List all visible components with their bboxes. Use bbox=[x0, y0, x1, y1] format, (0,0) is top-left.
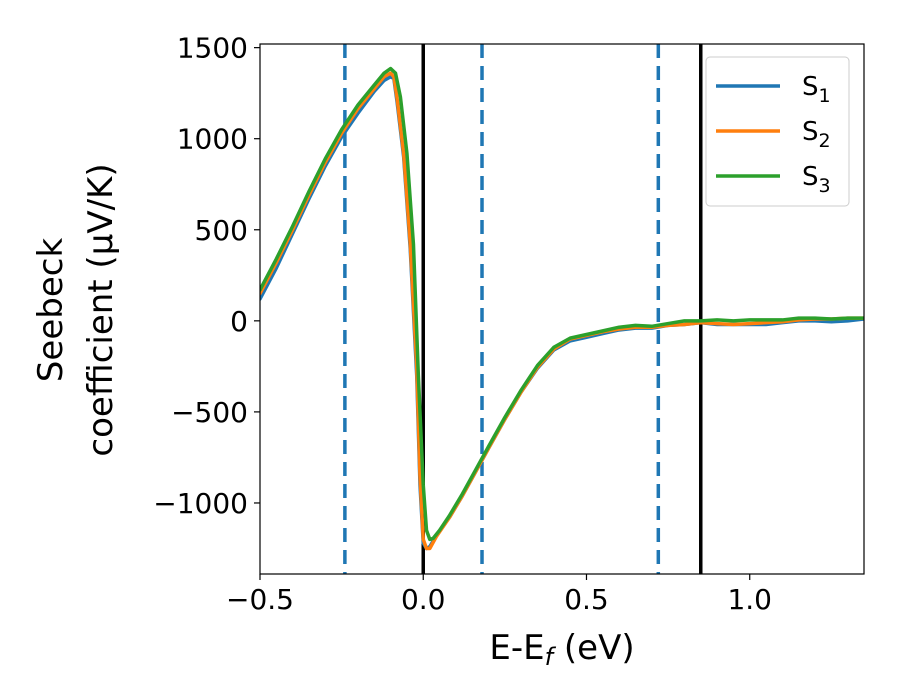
y-tick-label: 1500 bbox=[177, 32, 248, 65]
x-tick-label: −0.5 bbox=[226, 583, 294, 616]
y-tick-label: −1000 bbox=[153, 487, 248, 520]
y-axis-label-line2: coefficient (μV/K) bbox=[81, 163, 121, 456]
series-line-s3 bbox=[260, 66, 864, 542]
x-axis-label: E-Ef (eV) bbox=[489, 628, 634, 671]
y-tick-label: 0 bbox=[230, 305, 248, 338]
axis-ticks: −0.5 0.0 0.5 1.0 −1000 −500 0 500 1000 1500 bbox=[153, 32, 772, 616]
x-tick-label: 0.0 bbox=[401, 583, 446, 616]
plot-frame bbox=[259, 43, 865, 575]
legend-label-s1: S1 bbox=[802, 72, 831, 107]
x-tick-label: 0.5 bbox=[564, 583, 609, 616]
legend-label-s2: S2 bbox=[802, 117, 831, 152]
y-tick-label: 500 bbox=[195, 214, 248, 247]
legend-label-s3: S3 bbox=[802, 162, 831, 197]
y-axis-label: Seebeck bbox=[31, 238, 71, 383]
y-tick-label: 1000 bbox=[177, 123, 248, 156]
legend: S1 S2 S3 bbox=[705, 56, 850, 207]
x-tick-label: 1.0 bbox=[727, 583, 772, 616]
y-tick-label: −500 bbox=[171, 396, 248, 429]
series-lines bbox=[260, 66, 864, 551]
